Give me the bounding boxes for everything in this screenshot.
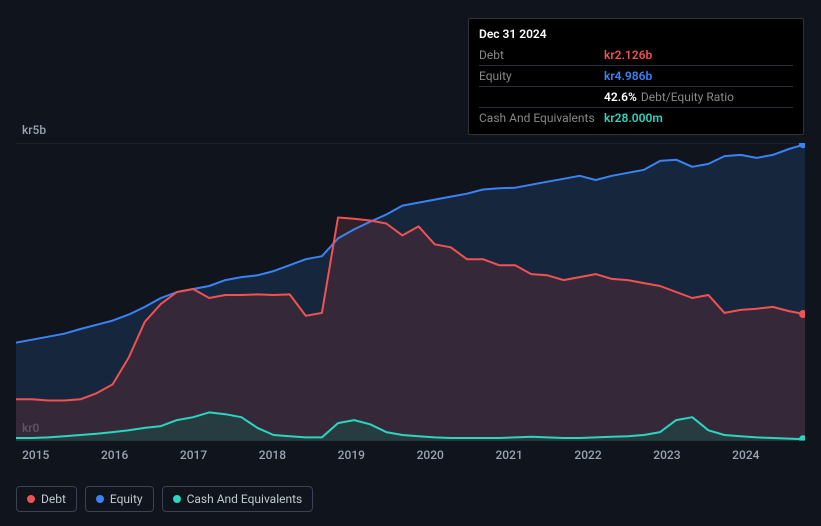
tooltip-row: Debtkr2.126b — [479, 45, 793, 66]
x-axis-tick: 2019 — [338, 448, 365, 462]
tooltip-value: kr28.000m — [604, 109, 663, 127]
x-axis-tick: 2017 — [180, 448, 207, 462]
legend-dot-icon — [27, 495, 35, 503]
chart-legend: Debt Equity Cash And Equivalents — [16, 486, 313, 512]
legend-label: Debt — [41, 492, 66, 506]
legend-label: Cash And Equivalents — [187, 492, 303, 506]
x-axis-tick: 2018 — [259, 448, 286, 462]
tooltip-value: kr4.986b — [604, 67, 652, 85]
tooltip-row: Equitykr4.986b — [479, 66, 793, 87]
x-axis-tick: 2024 — [732, 448, 759, 462]
tooltip-row: 42.6%Debt/Equity Ratio — [479, 87, 793, 108]
tooltip-value: kr2.126b — [604, 46, 652, 64]
x-axis-tick: 2022 — [574, 448, 601, 462]
tooltip-key: Debt — [479, 46, 604, 64]
legend-item[interactable]: Debt — [16, 486, 77, 512]
tooltip-date: Dec 31 2024 — [479, 25, 793, 43]
legend-item[interactable]: Equity — [85, 486, 154, 512]
x-axis-tick: 2016 — [101, 448, 128, 462]
chart-tooltip: Dec 31 2024 Debtkr2.126bEquitykr4.986b42… — [468, 18, 804, 135]
x-axis-tick: 2023 — [653, 448, 680, 462]
tooltip-key: Cash And Equivalents — [479, 109, 604, 127]
tooltip-key — [479, 88, 604, 106]
x-axis-tick: 2021 — [495, 448, 522, 462]
y-axis-label: kr5b — [22, 123, 46, 137]
legend-label: Equity — [110, 492, 143, 506]
x-axis-tick: 2020 — [417, 448, 444, 462]
legend-dot-icon — [96, 495, 104, 503]
legend-item[interactable]: Cash And Equivalents — [162, 486, 314, 512]
tooltip-key: Equity — [479, 67, 604, 85]
tooltip-extra: Debt/Equity Ratio — [641, 88, 734, 106]
tooltip-row: Cash And Equivalentskr28.000m — [479, 108, 793, 128]
tooltip-value: 42.6% — [604, 88, 637, 106]
x-axis-tick: 2015 — [22, 448, 49, 462]
legend-dot-icon — [173, 495, 181, 503]
